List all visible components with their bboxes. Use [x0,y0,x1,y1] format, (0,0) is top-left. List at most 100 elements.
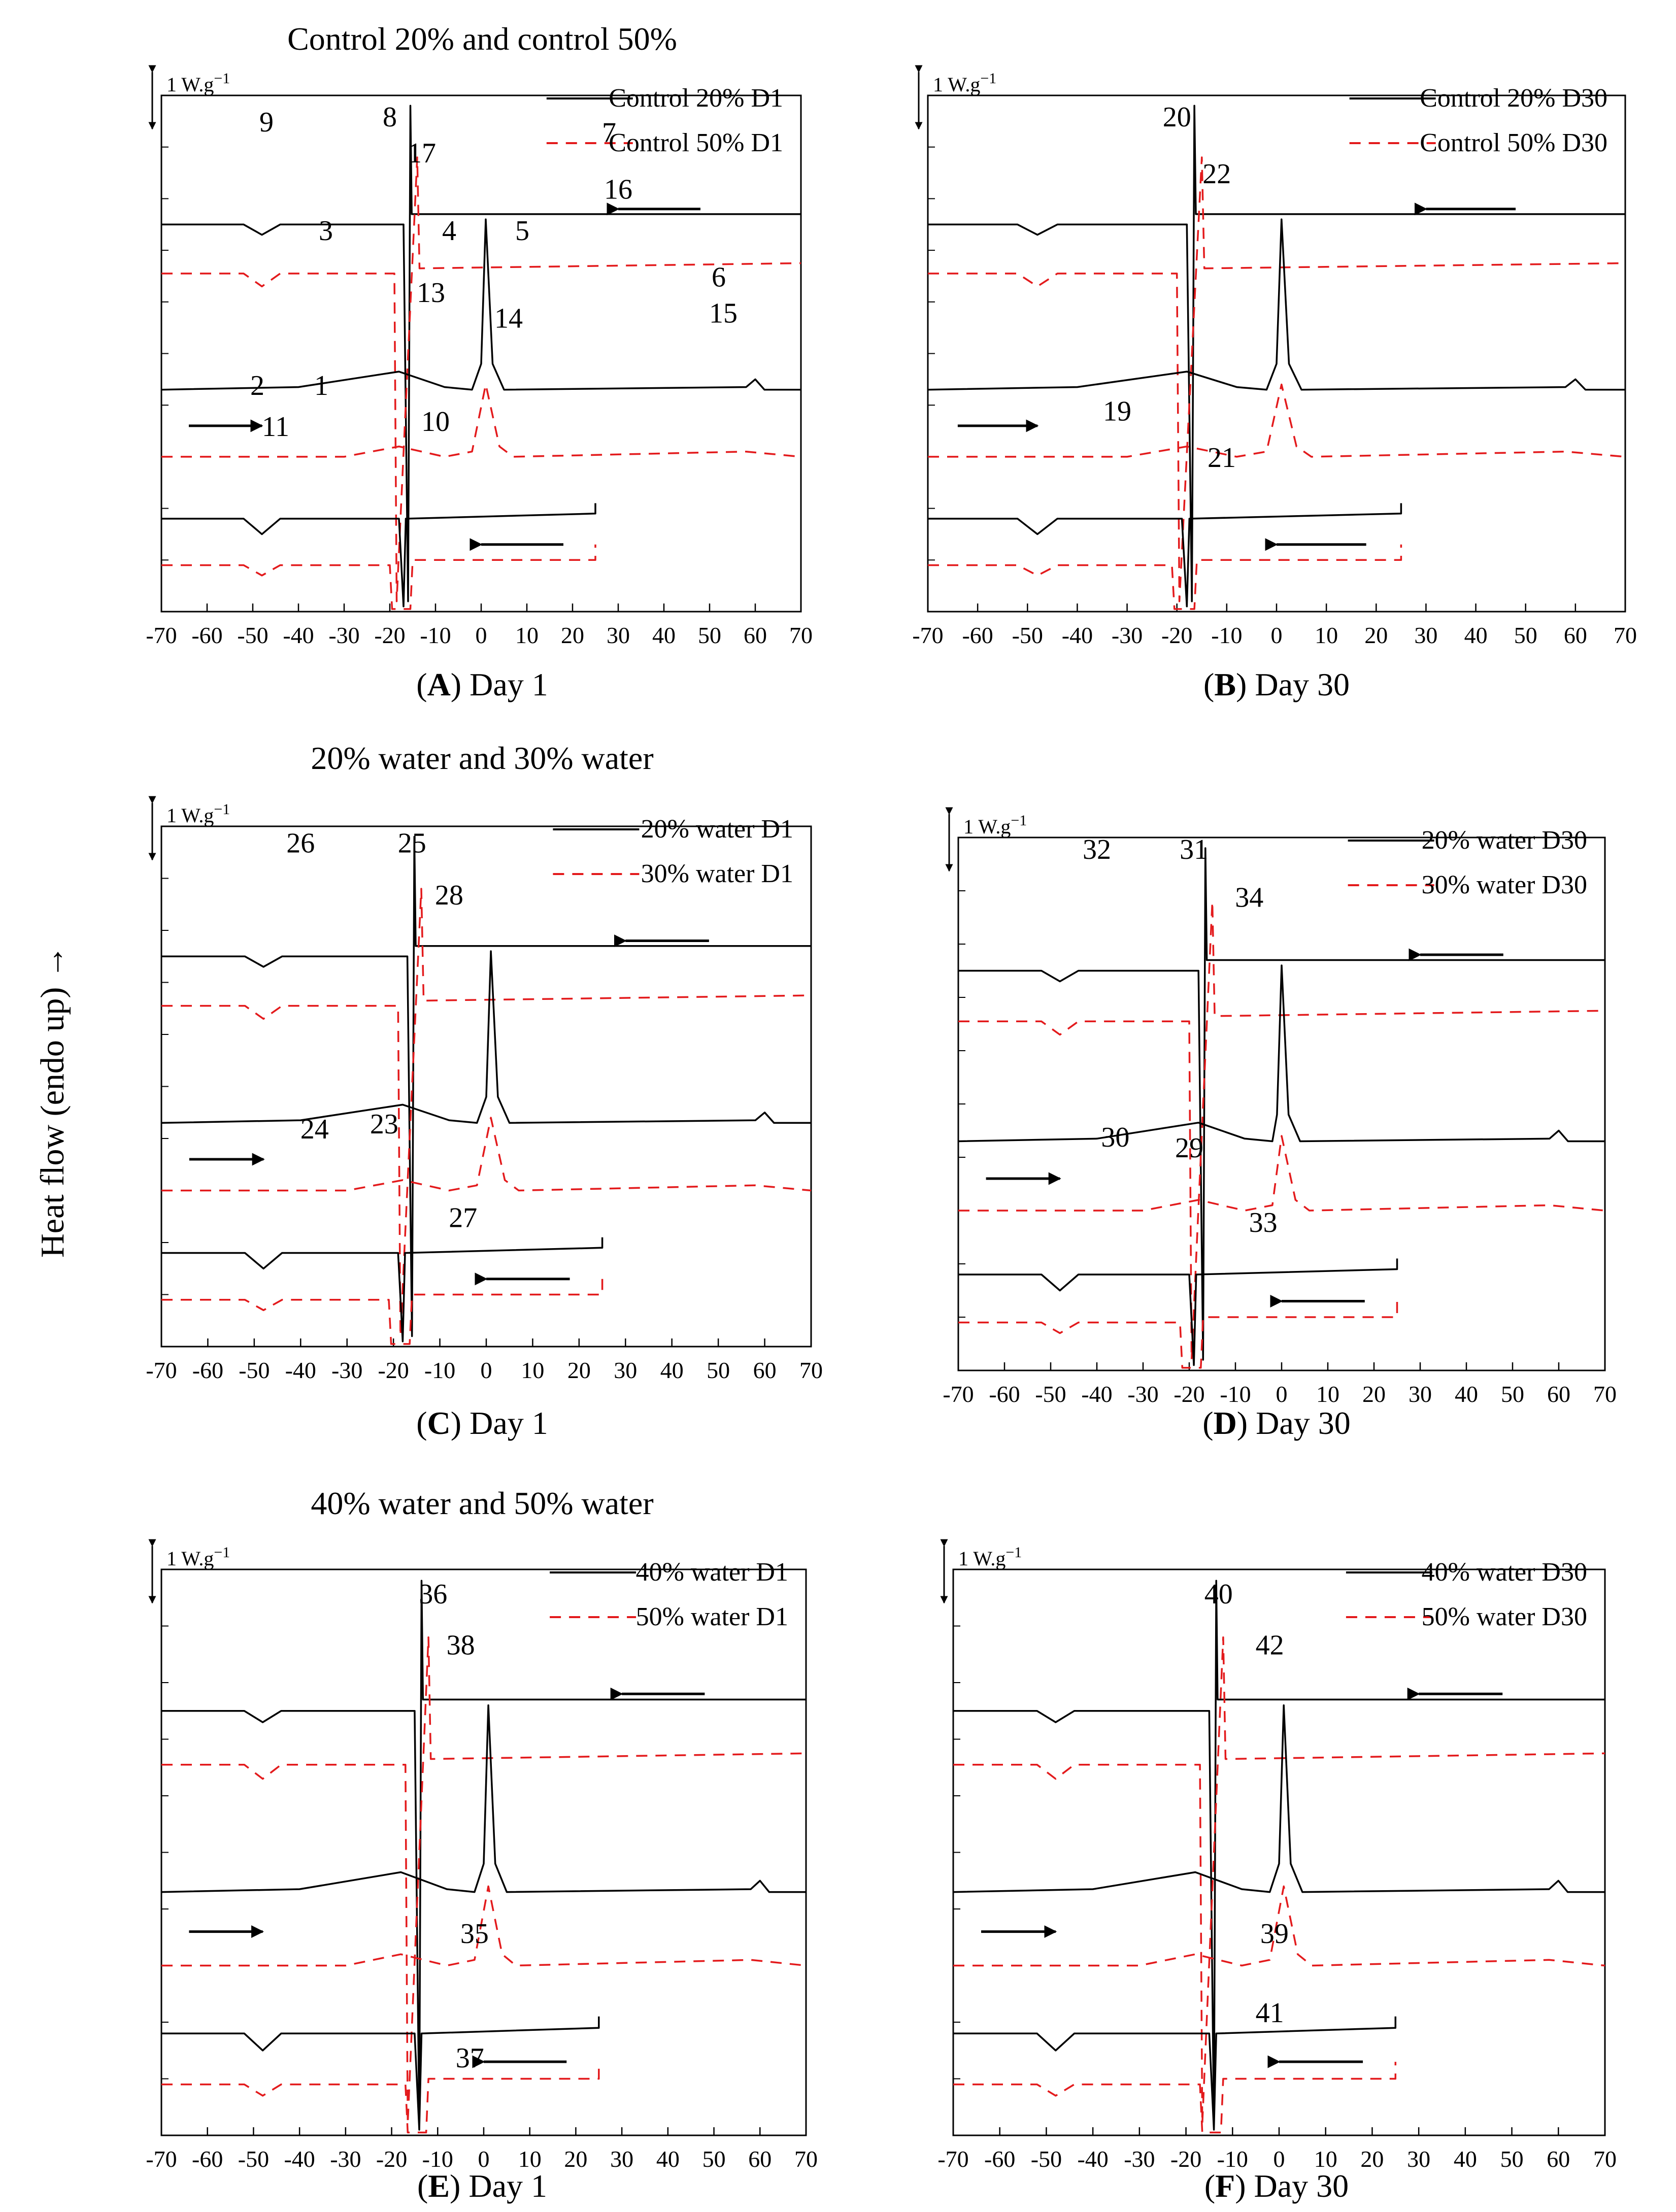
x-tick-label: -50 [237,622,268,648]
x-tick-label: -10 [1211,622,1242,648]
x-tick-label: -60 [989,1381,1020,1407]
x-tick-label: 50 [1501,1381,1524,1407]
curve-cooling-2-solid [958,1258,1398,1366]
x-tick-label: 30 [1407,2146,1430,2172]
x-tick-label: -30 [1127,1381,1158,1407]
x-tick-label: -60 [984,2146,1015,2172]
x-tick-label: 50 [1514,622,1537,648]
x-tick-label: -60 [962,622,993,648]
x-tick-label: -50 [1012,622,1043,648]
legend-entry-1: Control 20% D30 [1420,84,1607,113]
x-tick-label: -50 [238,2146,269,2172]
x-tick-label: -50 [1031,2146,1062,2172]
x-tick-label: 70 [799,1357,823,1383]
x-tick-label: -40 [1062,622,1093,648]
curve-cooling-1-dashed [161,1636,807,2125]
peak-label-9: 9 [259,107,274,138]
scale-bar-label: 1 W.g−1 [933,70,996,96]
peak-label-20: 20 [1163,102,1191,133]
x-tick-label: 20 [567,1357,591,1383]
peak-label-10: 10 [421,406,450,438]
x-tick-label: 50 [707,1357,730,1383]
peak-label-40: 40 [1204,1579,1233,1610]
caption-letter: A [427,666,451,702]
legend-entry-2: 50% water D30 [1422,1602,1587,1631]
curve-cooling-1-solid [958,847,1605,1361]
curve-heating-solid [927,218,1625,391]
x-tick-label: -40 [1077,2146,1108,2172]
peak-label-28: 28 [435,880,463,911]
curve-cooling-1-solid [161,1580,806,2125]
scale-bar-label: 1 W.g−1 [963,812,1027,838]
curve-heating-dashed [953,1885,1605,1967]
x-tick-label: 50 [698,622,721,648]
x-tick-label: -20 [1161,622,1192,648]
caption-letter: D [1214,1405,1237,1441]
x-tick-label: -40 [285,1357,316,1383]
peak-label-5: 5 [515,215,529,247]
peak-label-25: 25 [398,827,426,859]
x-tick-label: -60 [192,1357,223,1383]
peak-label-29: 29 [1175,1132,1203,1164]
peak-label-41: 41 [1256,1997,1284,2029]
caption-letter: F [1215,2168,1235,2204]
x-tick-label: 30 [614,1357,637,1383]
x-tick-label: 70 [794,2146,818,2172]
x-tick-label: -20 [1170,2146,1201,2172]
x-tick-label: -10 [1217,2146,1248,2172]
x-tick-label: -40 [283,622,314,648]
scale-bar-label: 1 W.g−1 [166,1544,230,1570]
x-tick-label: 70 [1593,2146,1617,2172]
peak-label-27: 27 [449,1202,477,1233]
x-tick-label: 20 [1360,2146,1384,2172]
x-tick-label: -20 [374,622,405,648]
peak-label-26: 26 [286,827,315,859]
x-tick-label: 10 [521,1357,544,1383]
x-tick-label: 0 [476,622,487,648]
x-tick-label: 40 [1464,622,1488,648]
x-tick-label: 10 [1315,622,1338,648]
curve-cooling-1-solid [161,835,811,1337]
x-tick-label: 70 [789,622,813,648]
legend-entry-2: Control 50% D1 [609,128,783,157]
x-tick-label: 20 [1362,1381,1386,1407]
panel-c: -70 -60 -50 -40 -30 -20 -10 0 10 20 30 40 50 60 70 1 W.… [146,796,823,1441]
x-tick-label: 60 [1564,622,1587,648]
x-tick-label: -20 [376,2146,407,2172]
curve-cooling-2-dashed [161,544,596,610]
x-tick-label: 30 [1414,622,1437,648]
x-tick-label: 10 [515,622,539,648]
group-title-20-30-water: 20% water and 30% water [311,740,653,776]
x-tick-label: 70 [1593,1381,1617,1407]
x-tick-label: 0 [478,2146,490,2172]
legend-entry-1: 20% water D30 [1422,826,1587,855]
peak-label-16: 16 [604,174,632,205]
curve-cooling-2-dashed [161,1279,604,1345]
x-tick-label: 40 [1454,2146,1477,2172]
x-tick-label: -70 [943,1381,974,1407]
panel-f: -70 -60 -50 -40 -30 -20 -10 0 10 20 30 40 50 60 70 1 W.… [937,1539,1617,2204]
x-tick-label: 60 [1547,1381,1570,1407]
x-tick-label: 10 [518,2146,542,2172]
peak-label-1: 1 [314,370,328,401]
x-tick-label: 50 [702,2146,726,2172]
x-tick-label: 40 [656,2146,680,2172]
x-tick-label: -60 [191,622,222,648]
legend-entry-2: 50% water D1 [636,1602,788,1631]
y-axis-label: Heat flow (endo up) → [34,945,71,1258]
peak-label-4: 4 [442,215,456,247]
peak-label-34: 34 [1235,882,1263,914]
x-tick-label: 60 [748,2146,772,2172]
x-tick-label: 0 [1271,622,1283,648]
x-tick-label: -70 [146,1357,177,1383]
panel-b: -70 -60 -50 -40 -30 -20 -10 0 10 20 30 40 50 60 70 1 W.… [912,65,1637,702]
x-tick-label: -10 [422,2146,453,2172]
curve-heating-solid [161,950,811,1124]
x-tick-label: -10 [420,622,451,648]
peak-label-17: 17 [408,138,436,169]
x-tick-label: -50 [1035,1381,1066,1407]
x-tick-label: -50 [239,1357,270,1383]
legend-entry-1: 40% water D1 [636,1558,788,1587]
x-tick-label: 60 [744,622,767,648]
x-tick-label: -40 [284,2146,315,2172]
